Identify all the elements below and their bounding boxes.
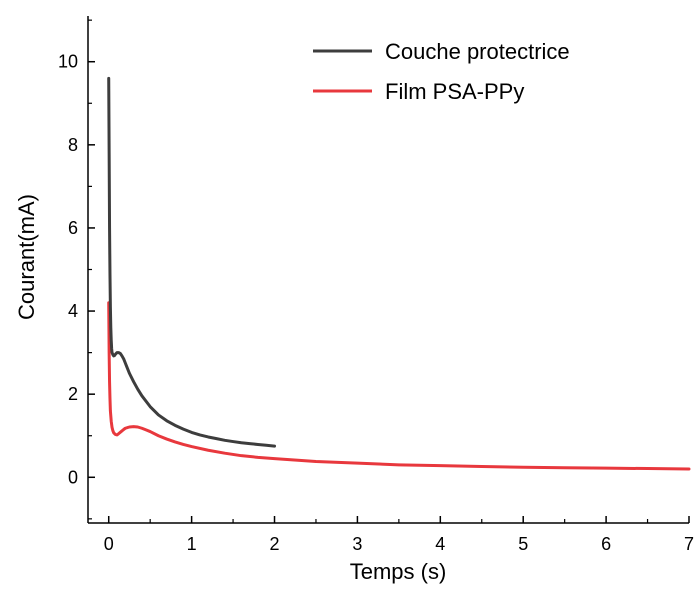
y-tick-label: 10 [58,52,78,72]
x-tick-label: 7 [684,534,694,554]
y-tick-label: 6 [68,218,78,238]
legend-label-film-psa-ppy: Film PSA-PPy [385,79,524,104]
x-axis-title: Temps (s) [350,559,447,584]
legend-label-couche-protectrice: Couche protectrice [385,39,570,64]
x-tick-label: 6 [601,534,611,554]
ticks-layer: 0 2 4 6 8 10 0 1 2 3 4 5 6 7 [58,19,694,554]
series-layer [107,76,691,471]
x-tick-label: 3 [352,534,362,554]
y-axis-title: Courant(mA) [14,194,39,320]
y-tick-label: 8 [68,135,78,155]
y-tick-label: 0 [68,467,78,487]
series-line-couche-protectrice [107,76,277,448]
x-tick-label: 0 [104,534,114,554]
y-tick-label: 4 [68,301,78,321]
y-tick-label: 2 [68,384,78,404]
x-tick-label: 5 [518,534,528,554]
x-tick-label: 2 [270,534,280,554]
legend: Couche protectrice Film PSA-PPy [313,39,570,104]
x-tick-label: 4 [435,534,445,554]
x-tick-label: 1 [187,534,197,554]
series-line-film-psa-ppy [107,301,691,471]
